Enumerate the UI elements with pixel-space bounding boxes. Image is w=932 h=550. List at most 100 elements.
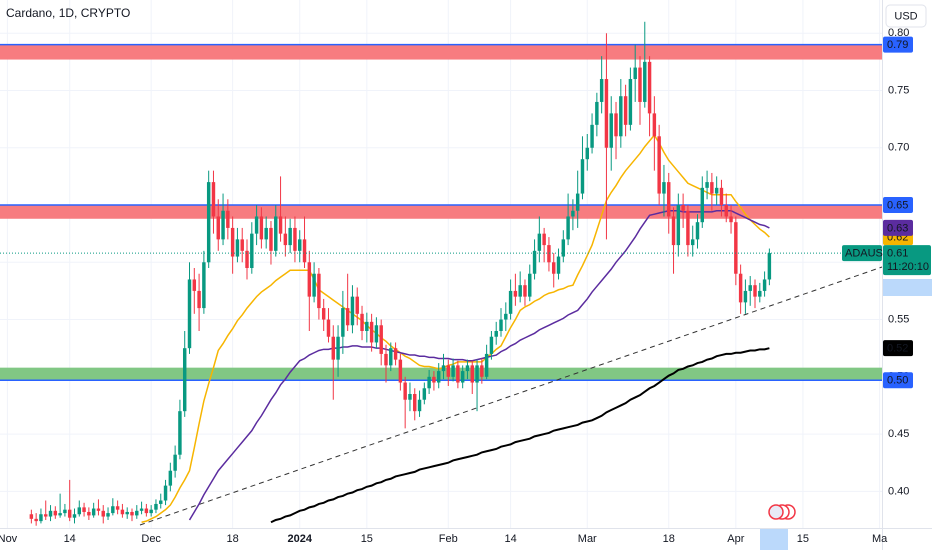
candle-body bbox=[192, 279, 197, 291]
candle-body bbox=[374, 325, 379, 343]
x-tick-label: Ma bbox=[872, 533, 888, 545]
candle-body bbox=[389, 348, 393, 366]
level-zone bbox=[0, 44, 882, 60]
currency-label[interactable]: USD bbox=[894, 10, 917, 22]
candle-body bbox=[216, 216, 220, 240]
candle-body bbox=[748, 285, 752, 291]
candle-body bbox=[259, 216, 264, 240]
candle-body bbox=[595, 101, 599, 125]
ma-line bbox=[188, 209, 770, 521]
candle-body bbox=[604, 79, 609, 148]
candle-body bbox=[475, 365, 479, 383]
candle-body bbox=[293, 227, 297, 251]
level-label: 0.79 bbox=[887, 39, 908, 51]
candle-body bbox=[96, 508, 101, 511]
candle-body bbox=[652, 113, 657, 137]
candle-body bbox=[518, 285, 522, 297]
candle-body bbox=[317, 273, 321, 309]
candle-body bbox=[29, 514, 34, 519]
currency-button[interactable] bbox=[885, 4, 927, 28]
candle-body bbox=[734, 222, 738, 274]
candle-body bbox=[767, 253, 772, 280]
candle-body bbox=[566, 216, 570, 240]
candle-body bbox=[714, 187, 719, 194]
symbol-label: ADAUSD bbox=[845, 248, 891, 260]
candle-body bbox=[87, 511, 91, 516]
y-tick-label: 0.75 bbox=[888, 84, 909, 96]
candle-body bbox=[489, 336, 494, 354]
candle-body bbox=[465, 365, 470, 372]
ma-last-label: 0.63 bbox=[887, 222, 908, 234]
candle-body bbox=[120, 509, 125, 515]
candle-body bbox=[398, 359, 403, 383]
candle-body bbox=[758, 290, 762, 297]
candle-body bbox=[590, 124, 594, 148]
date-highlight bbox=[760, 529, 788, 550]
candle-body bbox=[111, 506, 115, 514]
candle-body bbox=[53, 510, 58, 516]
ma-line bbox=[141, 133, 770, 523]
candle-body bbox=[254, 216, 259, 234]
candle-body bbox=[523, 285, 527, 297]
x-tick-label: 15 bbox=[797, 533, 809, 545]
candle-body bbox=[226, 210, 230, 228]
marks bbox=[0, 21, 882, 526]
ma-last-label-bg bbox=[883, 219, 913, 236]
candle-body bbox=[480, 365, 484, 377]
candle-body bbox=[149, 509, 153, 514]
ma-last-label-bg bbox=[883, 340, 913, 357]
candle-body bbox=[67, 509, 72, 518]
candle-body bbox=[690, 239, 695, 246]
candle-body bbox=[336, 336, 340, 360]
candle-body bbox=[139, 508, 144, 511]
candle-body bbox=[384, 353, 388, 366]
y-tick-label: 0.45 bbox=[888, 428, 909, 440]
level-label: 0.50 bbox=[887, 375, 908, 387]
candle-body bbox=[647, 61, 652, 114]
candle-body bbox=[221, 210, 225, 240]
candle-body bbox=[163, 485, 168, 501]
zones bbox=[0, 43, 882, 382]
candle-body bbox=[719, 187, 724, 206]
candle-body bbox=[743, 290, 748, 303]
candle-body bbox=[681, 205, 685, 211]
candle-body bbox=[240, 239, 244, 251]
candle-body bbox=[585, 147, 589, 160]
symbol-label-bg bbox=[842, 245, 882, 262]
y-tick-label: 0.70 bbox=[888, 142, 909, 154]
candle-body bbox=[575, 193, 580, 211]
candle-body bbox=[72, 514, 77, 518]
candle-body bbox=[417, 399, 422, 412]
candle-body bbox=[571, 210, 575, 217]
candle-body bbox=[115, 506, 120, 510]
candle-body bbox=[106, 513, 110, 517]
candle-body bbox=[393, 348, 398, 360]
candle-body bbox=[39, 514, 43, 522]
candle-body bbox=[264, 227, 268, 240]
candle-body bbox=[298, 239, 302, 251]
level-label-bg bbox=[883, 197, 913, 214]
x-tick-label: 14 bbox=[504, 533, 516, 545]
price-badges: 0.790.650.500.620.630.52ADAUSD0.6111:20:… bbox=[842, 36, 931, 389]
candle-body bbox=[738, 273, 743, 303]
candle-body bbox=[187, 279, 192, 349]
candle-body bbox=[580, 159, 585, 194]
candle-body bbox=[441, 365, 446, 372]
x-tick-label: 15 bbox=[361, 533, 373, 545]
candle-body bbox=[173, 454, 177, 471]
trend-line bbox=[139, 266, 883, 526]
candle-body bbox=[182, 348, 187, 412]
candle-body bbox=[762, 279, 767, 291]
x-tick-label: Mar bbox=[578, 533, 597, 545]
candle-body bbox=[321, 308, 326, 320]
candle-body bbox=[130, 511, 134, 516]
candle-body bbox=[77, 507, 82, 515]
price-range-highlight bbox=[883, 279, 932, 296]
candle-body bbox=[657, 136, 661, 194]
candle-body bbox=[288, 227, 292, 246]
candle-body bbox=[197, 290, 201, 309]
candle-body bbox=[729, 216, 733, 223]
candle-body bbox=[508, 290, 513, 314]
candle-body bbox=[609, 113, 613, 148]
